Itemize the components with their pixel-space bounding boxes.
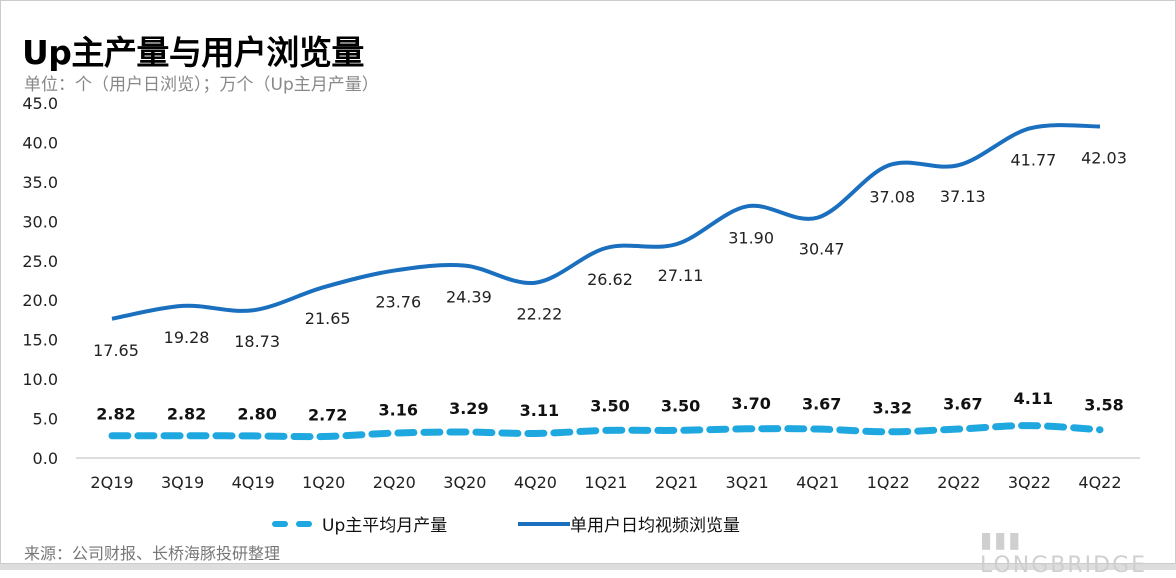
data-label-daily-views: 23.76 xyxy=(375,293,421,312)
legend-item-solid: 单用户日均视频浏览量 xyxy=(518,511,740,536)
data-label-up-output: 4.11 xyxy=(1014,389,1053,408)
data-label-daily-views: 37.08 xyxy=(869,187,915,206)
data-label-daily-views: 42.03 xyxy=(1081,148,1127,167)
data-label-daily-views: 30.47 xyxy=(799,240,845,259)
data-label-daily-views: 26.62 xyxy=(587,270,633,289)
source-note: 来源：公司财报、长桥海豚投研整理 xyxy=(24,540,280,564)
data-label-daily-views: 19.28 xyxy=(164,328,210,347)
x-tick-label: 1Q21 xyxy=(584,473,627,492)
x-tick-label: 2Q19 xyxy=(90,473,133,492)
data-label-daily-views: 24.39 xyxy=(446,288,492,307)
x-tick-label: 3Q21 xyxy=(726,473,769,492)
data-label-up-output: 2.82 xyxy=(167,404,206,423)
data-label-daily-views: 17.65 xyxy=(93,341,139,360)
data-label-daily-views: 18.73 xyxy=(234,332,280,351)
x-tick-label: 2Q22 xyxy=(937,473,980,492)
data-label-up-output: 2.82 xyxy=(96,404,135,423)
y-tick-label: 5.0 xyxy=(33,410,58,429)
x-tick-label: 4Q20 xyxy=(514,473,557,492)
series-line-up-output xyxy=(112,426,1100,437)
data-label-daily-views: 37.13 xyxy=(940,187,986,206)
legend-solid-swatch xyxy=(518,522,570,526)
data-label-daily-views: 21.65 xyxy=(305,309,351,328)
y-tick-label: 25.0 xyxy=(22,252,58,271)
watermark-logo: ▮▮▮ LONGBRIDGE xyxy=(980,528,1176,578)
legend-label: Up主平均月产量 xyxy=(322,511,447,536)
x-tick-label: 4Q22 xyxy=(1078,473,1121,492)
y-tick-label: 15.0 xyxy=(22,331,58,350)
y-tick-label: 0.0 xyxy=(33,449,58,468)
data-label-daily-views: 41.77 xyxy=(1011,150,1057,169)
y-tick-label: 30.0 xyxy=(22,212,58,231)
data-label-up-output: 3.58 xyxy=(1084,395,1123,414)
y-tick-label: 20.0 xyxy=(22,291,58,310)
x-tick-label: 2Q20 xyxy=(373,473,416,492)
data-label-up-output: 2.80 xyxy=(237,405,276,424)
data-label-up-output: 2.72 xyxy=(308,406,347,425)
x-tick-label: 4Q21 xyxy=(796,473,839,492)
y-tick-label: 10.0 xyxy=(22,370,58,389)
x-tick-label: 4Q19 xyxy=(232,473,275,492)
data-label-up-output: 3.29 xyxy=(449,399,488,418)
data-label-up-output: 3.16 xyxy=(379,400,418,419)
legend-dashed-swatch xyxy=(272,521,312,527)
y-tick-label: 45.0 xyxy=(22,94,58,113)
x-tick-label: 3Q20 xyxy=(443,473,486,492)
data-label-up-output: 3.32 xyxy=(873,399,912,418)
x-tick-label: 3Q22 xyxy=(1008,473,1051,492)
data-label-up-output: 3.67 xyxy=(943,394,982,413)
x-tick-label: 1Q22 xyxy=(867,473,910,492)
y-tick-label: 40.0 xyxy=(22,133,58,152)
data-label-up-output: 3.11 xyxy=(520,401,559,420)
data-label-up-output: 3.70 xyxy=(731,394,770,413)
data-label-up-output: 3.67 xyxy=(802,394,841,413)
data-label-up-output: 3.50 xyxy=(590,396,629,415)
x-tick-label: 2Q21 xyxy=(655,473,698,492)
x-tick-label: 3Q19 xyxy=(161,473,204,492)
legend-item-dashed: Up主平均月产量 xyxy=(272,511,447,536)
series-line-daily-views xyxy=(112,125,1100,319)
data-label-daily-views: 22.22 xyxy=(517,305,563,324)
x-tick-label: 1Q20 xyxy=(302,473,345,492)
data-label-daily-views: 31.90 xyxy=(728,228,774,247)
data-label-daily-views: 27.11 xyxy=(658,266,704,285)
data-label-up-output: 3.50 xyxy=(661,396,700,415)
legend-label: 单用户日均视频浏览量 xyxy=(570,511,740,536)
y-tick-label: 35.0 xyxy=(22,173,58,192)
